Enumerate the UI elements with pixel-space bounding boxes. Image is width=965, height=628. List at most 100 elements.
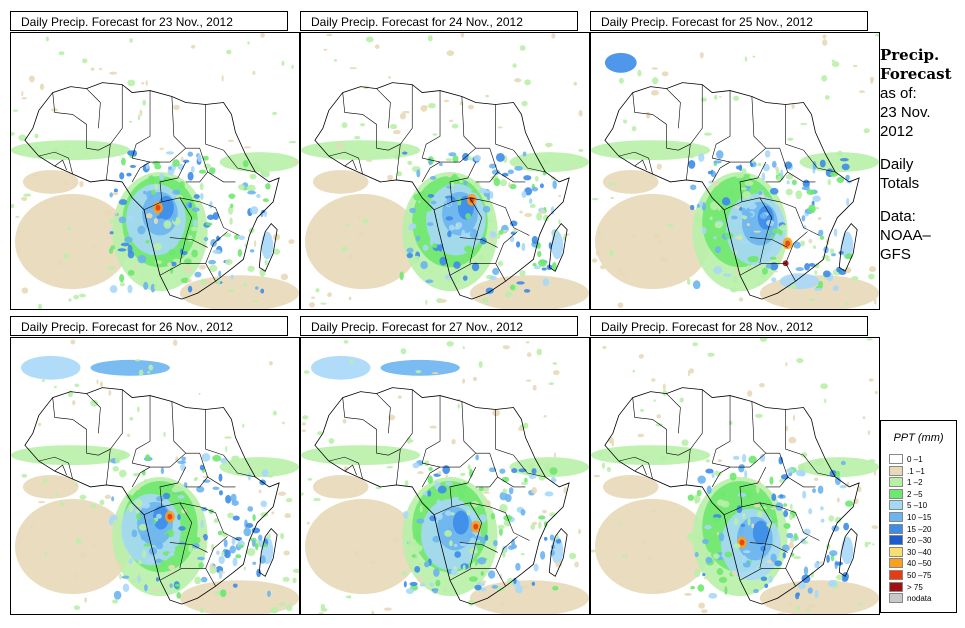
precip-cell (184, 266, 192, 273)
precip-cell (211, 543, 215, 552)
precip-cell (439, 298, 447, 303)
precip-cell (687, 278, 691, 285)
precip-cell (181, 508, 187, 514)
precip-cell (67, 227, 72, 231)
precip-cell (536, 348, 542, 356)
precip-cell (747, 202, 757, 210)
precip-cell (452, 278, 460, 284)
caption-daily-1: Daily (880, 156, 914, 173)
precip-cell (82, 58, 88, 64)
precip-cell (700, 97, 707, 102)
country-border (803, 454, 836, 478)
precip-cell (770, 235, 775, 240)
precip-cell (448, 152, 457, 157)
precip-cell (154, 260, 162, 265)
precip-cell (531, 486, 537, 494)
precip-cell (18, 134, 27, 141)
precip-cell (569, 552, 577, 560)
precip-cell (540, 209, 546, 215)
precip-cell (745, 184, 751, 192)
precip-cell (417, 576, 424, 583)
precip-cell (155, 577, 160, 582)
precip-cell (815, 458, 824, 466)
precip-cell (859, 602, 862, 607)
precip-cell (491, 169, 501, 175)
precip-cell (795, 469, 805, 477)
precip-cell (834, 476, 841, 486)
precip-cell (168, 249, 176, 257)
precip-cell (374, 44, 380, 49)
country-border (461, 96, 490, 149)
legend-label: 15 –20 (907, 524, 932, 534)
precip-cell (533, 265, 541, 270)
precip-cell (109, 218, 114, 224)
precip-cell (514, 165, 524, 171)
precip-cell (423, 460, 430, 467)
precip-cell (142, 550, 147, 559)
precip-cell (724, 232, 734, 239)
precip-cell (371, 610, 375, 614)
precip-cell (383, 607, 392, 611)
precip-cell (759, 383, 765, 388)
precip-cell (463, 245, 473, 253)
country-border (223, 454, 256, 478)
precip-cell (345, 223, 350, 227)
precip-cell (872, 543, 875, 546)
precip-cell (234, 234, 239, 240)
precip-cell (690, 585, 695, 590)
precip-cell (825, 258, 831, 262)
precip-cell (389, 123, 398, 130)
precip-cell (154, 284, 158, 290)
precip-cell (75, 538, 82, 544)
precip-cell (444, 99, 450, 103)
precip-cell (182, 159, 190, 163)
precip-cell (796, 358, 804, 364)
precip-cell (74, 573, 79, 579)
precip-cell (425, 299, 428, 305)
precip-cell (747, 517, 751, 526)
precip-cell (684, 592, 692, 596)
precip-cell (827, 179, 832, 186)
precip-cell (515, 241, 521, 248)
precip-cell (154, 163, 162, 170)
legend-item: > 75 (889, 581, 923, 593)
precip-cell (724, 551, 733, 558)
precip-cell (868, 459, 876, 463)
precip-cell (447, 527, 454, 531)
precip-cell (200, 192, 204, 200)
panel-title: Daily Precip. Forecast for 28 Nov., 2012 (590, 316, 868, 336)
precip-cell (762, 163, 770, 172)
precip-cell (413, 255, 421, 263)
precip-cell (821, 254, 830, 260)
precip-cell (843, 522, 850, 531)
precip-cell (839, 485, 847, 489)
precip-cell (260, 171, 265, 175)
precip-cell (602, 345, 607, 350)
precip-cell (620, 271, 626, 277)
precip-cell (455, 221, 463, 229)
precip-cell (822, 39, 828, 46)
precip-cell (662, 389, 668, 397)
precip-cell (497, 126, 503, 129)
legend-item: 2 –5 (889, 488, 923, 500)
country-border (376, 143, 401, 151)
precip-cell (756, 281, 760, 286)
precip-cell (594, 193, 711, 290)
precip-cell (30, 524, 34, 529)
precip-cell (128, 558, 133, 565)
precip-cell (521, 242, 526, 252)
country-border (421, 90, 441, 159)
precip-cell (11, 445, 131, 466)
precip-cell (187, 171, 194, 181)
precip-cell (253, 240, 257, 247)
africa-coastline (314, 387, 570, 605)
precip-cell (449, 540, 453, 547)
precip-cell (491, 584, 499, 589)
precip-cell (770, 507, 776, 510)
precip-cell (420, 260, 428, 270)
country-border (779, 148, 816, 183)
precip-cell (172, 189, 181, 195)
panel-title: Daily Precip. Forecast for 26 Nov., 2012 (10, 316, 288, 336)
precip-cell (759, 453, 766, 462)
precip-cell (499, 602, 505, 607)
